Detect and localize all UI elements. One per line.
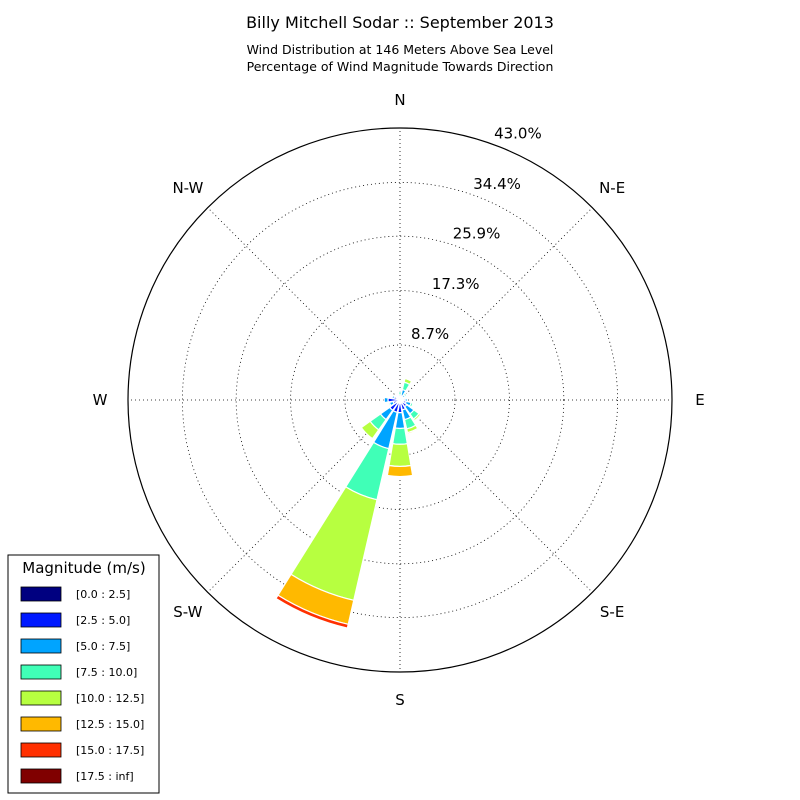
direction-label-n-w: N-W [172,179,203,197]
wind-bars [275,377,422,629]
legend-swatch-1 [20,612,62,628]
polar-grid [128,128,672,672]
polar-outline [127,127,673,673]
direction-label-w: W [93,391,108,409]
legend-swatch-6 [20,742,62,758]
legend-label-6: [15.0 : 17.5] [76,744,144,757]
direction-label-s: S [395,691,405,709]
grid-ring-0 [344,344,456,456]
bar-180-bin-3 [392,427,408,445]
legend-label-7: [17.5 : inf] [76,770,134,783]
chart-subtitle-line-2: Percentage of Wind Magnitude Towards Dir… [247,59,554,74]
legend-label-5: [12.5 : 15.0] [76,718,144,731]
radial-tick-labels: 8.7% 17.3% 25.9% 34.4% 43.0% [411,125,542,343]
legend-swatch-3 [20,664,62,680]
bar-157.5-bin-5 [406,427,420,435]
radial-tick-label-4: 43.0% [494,125,542,143]
legend-title: Magnitude (m/s) [22,559,145,577]
bar-315-bin-2 [395,395,399,399]
direction-label-e: E [695,391,704,409]
bar-337.5-bin-2 [397,395,401,399]
radial-tick-label-2: 25.9% [453,225,501,243]
bar-22.5-bin-5 [404,377,413,383]
bar-270-bin-2 [383,396,389,404]
direction-label-n: N [394,91,405,109]
direction-label-s-w: S-W [173,603,202,621]
bar-292.5-bin-2 [391,394,396,400]
legend-swatch-4 [20,690,62,706]
radial-tick-label-1: 17.3% [432,275,480,293]
bar-202.5-bin-6 [275,594,349,629]
bar-180-bin-5 [386,464,414,478]
grid-ring-1 [290,290,510,510]
radial-tick-label-0: 8.7% [411,325,449,343]
legend: Magnitude (m/s) [0.0 : 2.5] [2.5 : 5.0] [5… [7,554,160,794]
grid-spoke-n-w [207,207,401,401]
bar-112.5-bin-3 [408,401,414,408]
legend-swatch-5 [20,716,62,732]
chart-subtitle-line-1: Wind Distribution at 146 Meters Above Se… [247,42,554,57]
bar-45-bin-3 [402,392,408,398]
grid-ring-2 [235,235,565,565]
bar-135-bin-4 [412,412,422,422]
direction-labels: N N-E E S-E S S-W W N-W [93,91,705,709]
legend-label-3: [7.5 : 10.0] [76,666,137,679]
direction-label-n-e: N-E [599,179,625,197]
bar-225-bin-4 [360,420,380,440]
bar-247.5-bin-3 [387,401,392,408]
legend-label-0: [0.0 : 2.5] [76,588,130,601]
grid-spoke-n-e [399,207,593,401]
direction-label-s-e: S-E [600,603,624,621]
legend-items: [0.0 : 2.5] [2.5 : 5.0] [5.0 : 7.5] [7.5 : … [20,586,144,784]
chart-title: Billy Mitchell Sodar :: September 2013 [246,13,554,32]
radial-tick-label-3: 34.4% [473,175,521,193]
legend-label-1: [2.5 : 5.0] [76,614,130,627]
grid-ring-3 [181,181,619,619]
grid-spoke-s-e [399,399,593,593]
legend-swatch-0 [20,586,62,602]
bar-180-bin-4 [388,442,412,468]
legend-swatch-7 [20,768,62,784]
grid-spoke-s-w [207,399,401,593]
legend-swatch-2 [20,638,62,654]
legend-label-4: [10.0 : 12.5] [76,692,144,705]
legend-label-2: [5.0 : 7.5] [76,640,130,653]
